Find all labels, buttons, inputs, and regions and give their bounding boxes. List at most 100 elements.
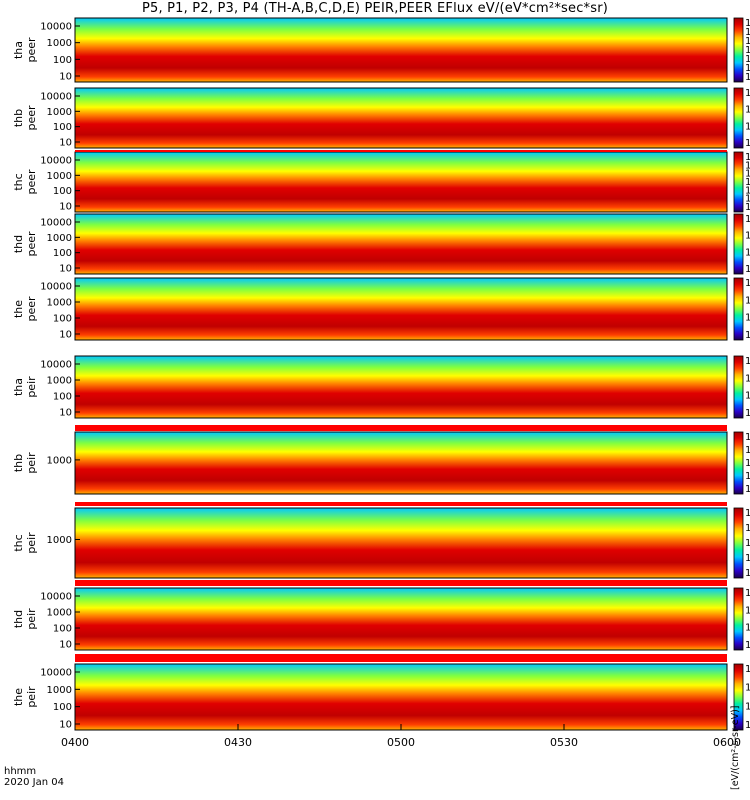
colorbar-tick-label: 10⁴: [745, 683, 750, 694]
colorbar-tick-label: 10⁸: [745, 18, 750, 29]
spectrogram-heatmap: [75, 588, 727, 650]
spectrogram-heatmap: [75, 508, 727, 578]
y-tick-label: 1000: [47, 171, 72, 182]
colorbar: [733, 213, 744, 275]
colorbar-tick-label: 10²: [745, 72, 750, 83]
y-tick-label: 10: [59, 72, 72, 83]
panel-probe-label: the: [12, 300, 25, 318]
colorbar-tick-label: 10⁶: [745, 105, 750, 116]
panel-species-label: peir: [25, 686, 38, 708]
colorbar: [733, 663, 744, 731]
colorbar: [733, 17, 744, 83]
colorbar-tick-label: 10⁴: [745, 313, 750, 324]
colorbar: [733, 587, 744, 651]
panel-probe-label: thd: [12, 235, 25, 253]
y-tick-label: 10: [59, 202, 72, 213]
y-tick-label: 10000: [40, 156, 72, 167]
y-tick-label: 10000: [40, 22, 72, 33]
data-gap-bar: [75, 580, 727, 586]
panel-probe-label: thc: [12, 173, 25, 190]
colorbar-tick-label: 10³: [745, 63, 750, 74]
spectrogram-heatmap: [75, 356, 727, 418]
y-tick-label: 1000: [47, 298, 72, 309]
colorbar-units-label: [eV/(cm²-s-sr-eV)]: [730, 705, 741, 790]
colorbar: [733, 431, 744, 495]
panel-frame: [74, 87, 728, 149]
colorbar-tick-label: 10⁴: [745, 373, 750, 384]
y-tick-label: 100: [53, 702, 72, 713]
panel-frame: [74, 355, 728, 419]
y-tick-label: 10: [59, 138, 72, 149]
panel-species-label: peer: [25, 169, 38, 195]
colorbar: [733, 507, 744, 579]
colorbar-tick-label: 10⁶: [745, 356, 750, 367]
colorbar-tick-label: 10⁸: [745, 88, 750, 99]
y-tick-label: 100: [53, 55, 72, 66]
colorbar-tick-label: 10²: [745, 138, 750, 149]
y-tick-label: 10000: [40, 218, 72, 229]
colorbar-tick-label: 10⁶: [745, 664, 750, 675]
y-tick-label: 10000: [40, 282, 72, 293]
colorbar-tick-label: 10²: [745, 568, 750, 579]
panel-species-label: peir: [25, 532, 38, 554]
colorbar-tick-label: 10⁴: [745, 121, 750, 132]
data-gap-bar: [75, 502, 727, 506]
y-tick-label: 100: [53, 624, 72, 635]
colorbar-tick-label: 10²: [745, 391, 750, 402]
y-tick-label: 1000: [47, 608, 72, 619]
y-tick-label: 100: [53, 186, 72, 197]
panel-probe-label: tha: [12, 378, 25, 396]
y-tick-label: 1000: [47, 38, 72, 49]
panel-probe-label: thd: [12, 610, 25, 628]
colorbar-tick-label: 10⁶: [745, 508, 750, 519]
colorbar-tick-label: 10⁵: [745, 45, 750, 56]
x-tick-label: 0600: [713, 736, 741, 749]
x-tick-label: 0430: [224, 736, 252, 749]
y-tick-label: 10: [59, 330, 72, 341]
colorbar-tick-label: 10²: [745, 701, 750, 712]
colorbar-tick-label: 10²: [745, 202, 750, 213]
colorbar-tick-label: 10⁴: [745, 247, 750, 258]
colorbar-tick-label: 10⁵: [745, 523, 750, 534]
x-tick-label: 0500: [387, 736, 415, 749]
y-tick-label: 100: [53, 248, 72, 259]
colorbar-tick-label: 10⁴: [745, 605, 750, 616]
y-tick-label: 10000: [40, 668, 72, 679]
spectrogram-heatmap: [75, 278, 727, 340]
time-axis-label: hhmm: [4, 766, 37, 777]
spectrogram-heatmap: [75, 664, 727, 730]
panel-frame: [74, 277, 728, 341]
panel-probe-label: the: [12, 688, 25, 706]
colorbar-tick-label: 10⁵: [745, 445, 750, 456]
colorbar-tick-label: 10⁶: [745, 169, 750, 180]
colorbar-tick-label: 10⁸: [745, 278, 750, 289]
data-gap-bar: [75, 150, 727, 152]
y-tick-label: 10: [59, 264, 72, 275]
colorbar-tick-label: 10⁸: [745, 152, 750, 163]
panel-probe-label: tha: [12, 41, 25, 59]
y-tick-label: 1000: [47, 535, 72, 546]
colorbar-tick-label: 10⁶: [745, 588, 750, 599]
colorbar: [733, 87, 744, 149]
colorbar: [733, 277, 744, 341]
spectrogram-heatmap: [75, 152, 727, 212]
panel-species-label: peer: [25, 105, 38, 131]
colorbar-tick-label: 10²: [745, 484, 750, 495]
x-tick-label: 0400: [61, 736, 89, 749]
panel-species-label: peer: [25, 37, 38, 63]
panel-species-label: peer: [25, 231, 38, 257]
colorbar-tick-label: 10⁴: [745, 54, 750, 65]
y-tick-label: 1000: [47, 233, 72, 244]
y-tick-label: 1000: [47, 685, 72, 696]
y-tick-label: 10000: [40, 360, 72, 371]
colorbar-tick-label: 10⁴: [745, 458, 750, 469]
panel-species-label: peer: [25, 296, 38, 322]
data-gap-bar: [75, 654, 727, 662]
panel-frame: [74, 431, 728, 495]
